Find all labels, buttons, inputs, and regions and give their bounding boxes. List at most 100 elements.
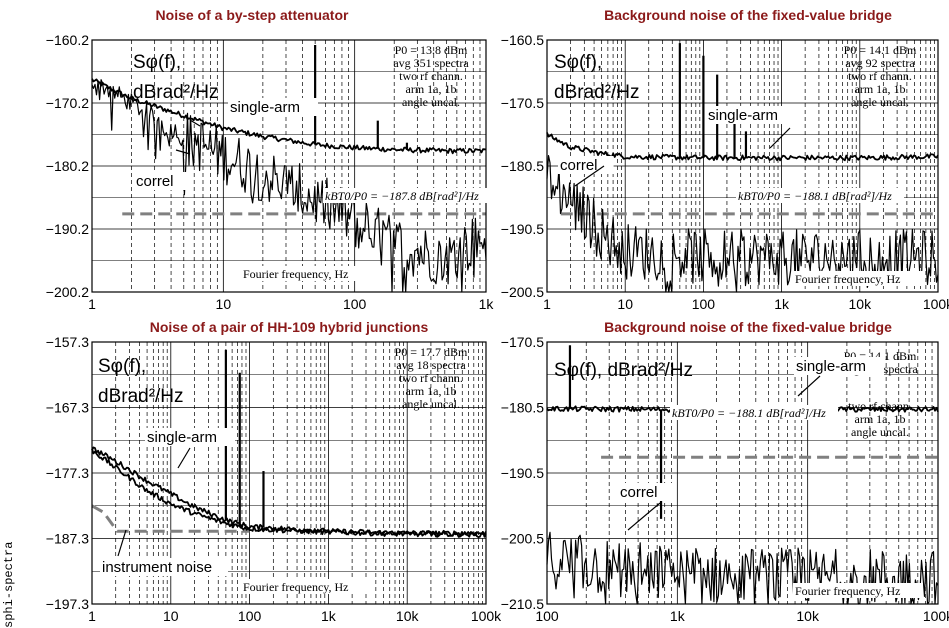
- y-tick-label: −170.5: [501, 334, 544, 350]
- x-tick-label: 100k: [923, 296, 949, 312]
- plot-frame: [91, 39, 487, 293]
- x-tick-label: 10k: [796, 608, 820, 624]
- y-tick-label: −200.5: [501, 531, 544, 547]
- series-label-bg: [618, 483, 674, 501]
- y-tick-label: −157.3: [46, 334, 89, 350]
- x-tick-label: 10k: [396, 608, 420, 624]
- info-text: arm 1a, 1b: [855, 412, 906, 426]
- y-tick-label: −200.5: [501, 284, 544, 300]
- y-tick-label: −160.5: [501, 32, 544, 48]
- x-tick-label: 1k: [670, 608, 686, 624]
- series-label-bg: [228, 98, 318, 116]
- x-tick-label: 100k: [471, 608, 502, 624]
- series-label: correl: [560, 157, 598, 174]
- y-tick-label: −200.2: [46, 284, 89, 300]
- floor-label: kBT0/P0 = −188.1 dB[rad²]/Hz: [738, 189, 892, 203]
- x-tick-label: 10k: [849, 296, 873, 312]
- y-axis-label: Sφ(f),: [554, 52, 602, 73]
- info-text: P0 = 17.7 dBm: [395, 345, 468, 359]
- info-text: arm 1a, 1b: [406, 384, 457, 398]
- info-text: angle uncal.: [851, 425, 909, 439]
- trace-single-arm: [91, 446, 487, 537]
- info-text: angle uncal.: [851, 95, 909, 109]
- info-text: arm 1a, 1b: [855, 82, 906, 96]
- x-tick-label: 100k: [923, 608, 949, 624]
- y-tick-label: −160.2: [46, 32, 89, 48]
- x-tick-label: 100: [343, 296, 367, 312]
- xlabel-bg: [793, 583, 923, 598]
- chart-title: Background noise of the fixed-value brid…: [604, 319, 892, 335]
- y-tick-label: −180.5: [501, 400, 544, 416]
- x-tick-label: 100: [238, 608, 262, 624]
- y-axis-label: dBrad²/Hz: [133, 82, 219, 103]
- y-tick-label: −190.5: [501, 221, 544, 237]
- y-tick-label: −177.3: [46, 465, 89, 481]
- plot-frame: [546, 341, 939, 605]
- y-tick-label: −187.3: [46, 531, 89, 547]
- info-text: avg 92 spectra: [845, 56, 915, 70]
- series-label-bg: [145, 428, 235, 446]
- chart-panel: Background noise of the fixed-value brid…: [501, 7, 949, 312]
- y-tick-label: −180.2: [46, 158, 89, 174]
- y-axis-label: dBrad²/Hz: [554, 82, 640, 103]
- xlabel-bg: [793, 271, 923, 286]
- chart-title: Noise of a by-step attenuator: [156, 7, 349, 23]
- x-axis-label: Fourier frequency, Hz: [795, 272, 901, 286]
- series-label: single-arm: [796, 358, 866, 375]
- chart-title: Background noise of the fixed-value brid…: [604, 7, 892, 23]
- plot-frame: [91, 341, 487, 605]
- y-tick-label: −180.5: [501, 158, 544, 174]
- y-tick-label: −167.3: [46, 400, 89, 416]
- y-axis-label: Sφ(f),: [98, 356, 146, 377]
- series-label: correl: [620, 484, 658, 501]
- chart-panel: Background noise of the fixed-value brid…: [501, 319, 949, 624]
- series-label-leader: [177, 447, 191, 469]
- chart-panel: Noise of a pair of HH-109 hybrid junctio…: [46, 319, 502, 624]
- x-tick-label: 100: [692, 296, 716, 312]
- x-tick-label: 1: [88, 296, 96, 312]
- info-text: two rf chann.: [848, 399, 912, 413]
- instrument-label-bg: [100, 558, 228, 576]
- y-axis-label: Sφ(f), dBrad²/Hz: [554, 360, 693, 381]
- figure-side-label: sphi-spectra: [2, 541, 16, 628]
- x-tick-label: 10: [163, 608, 179, 624]
- x-axis-label: Fourier frequency, Hz: [795, 584, 901, 598]
- trace-single-arm: [546, 132, 939, 162]
- y-tick-label: −190.5: [501, 465, 544, 481]
- xlabel-bg: [241, 266, 371, 281]
- instrument-label-leader: [117, 529, 127, 557]
- y-tick-label: −170.5: [501, 95, 544, 111]
- info-text: angle uncal.: [402, 397, 460, 411]
- x-tick-label: 10: [216, 296, 232, 312]
- y-tick-label: −170.2: [46, 95, 89, 111]
- series-label-leader: [797, 375, 821, 397]
- plot-frame: [546, 39, 939, 293]
- y-tick-label: −197.3: [46, 596, 89, 612]
- floor-label: kBT0/P0 = −188.1 dB[rad²]/Hz: [672, 406, 826, 420]
- floor-label-bg: [670, 405, 838, 420]
- series-label: single-arm: [708, 107, 778, 124]
- floor-label-bg: [736, 188, 904, 203]
- floor-label-bg: [323, 188, 491, 203]
- trace-correl: [546, 531, 939, 605]
- x-axis-label: Fourier frequency, Hz: [243, 267, 349, 281]
- info-text: two rf chann.: [848, 69, 912, 83]
- floor-label: kBT0/P0 = −187.8 dB[rad²]/Hz: [325, 189, 479, 203]
- y-axis-label: dBrad²/Hz: [98, 386, 184, 407]
- series-label-bg: [134, 172, 190, 190]
- info-text: angle uncal.: [402, 95, 460, 109]
- x-tick-label: 1k: [774, 296, 790, 312]
- xlabel-bg: [241, 579, 371, 594]
- info-text: avg 351 spectra: [393, 56, 469, 70]
- instrument-noise-line: [91, 504, 250, 533]
- series-label: correl: [136, 173, 174, 190]
- x-tick-label: 1k: [321, 608, 337, 624]
- x-axis-label: Fourier frequency, Hz: [243, 580, 349, 594]
- chart-panel: Noise of a by-step attenuator 1 10 100 1k −16…: [46, 7, 495, 312]
- series-label-leader: [189, 119, 201, 127]
- series-label-leader: [175, 149, 191, 155]
- trace-single-arm: [91, 78, 487, 155]
- info-text: P0 = 14.1 dBm: [844, 43, 917, 57]
- info-text: two rf chann.: [399, 371, 463, 385]
- chart-title: Noise of a pair of HH-109 hybrid junctio…: [150, 319, 429, 335]
